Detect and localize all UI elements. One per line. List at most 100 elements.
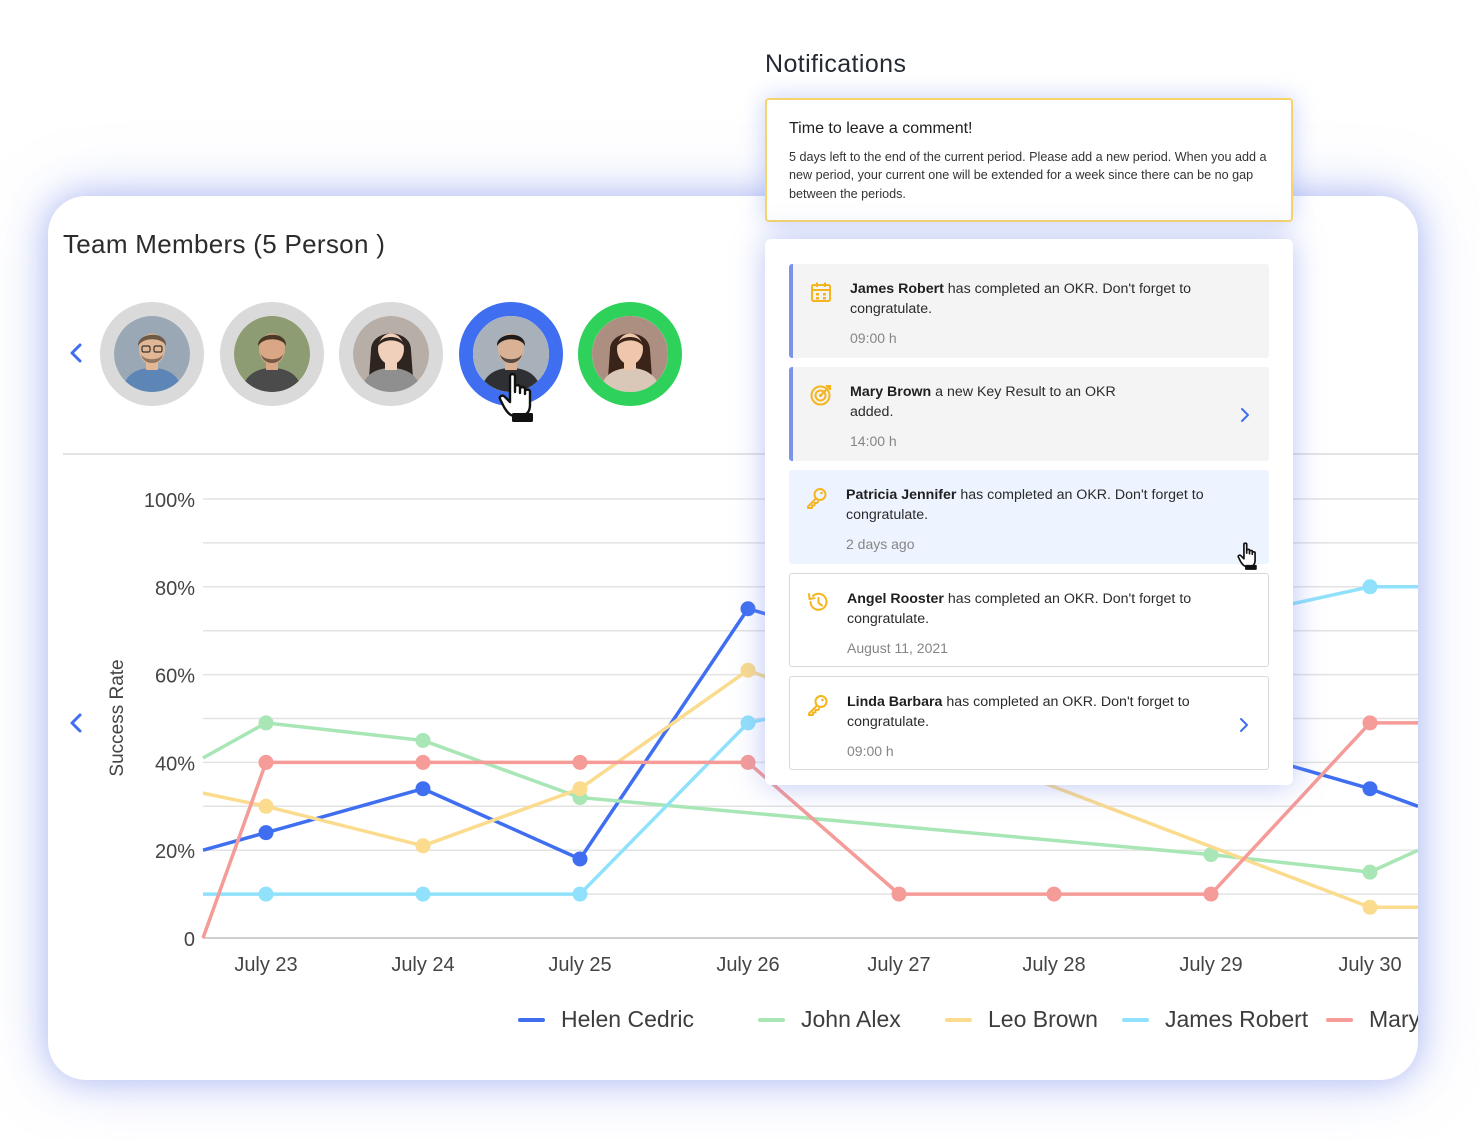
legend-item[interactable]: James Robert: [1122, 1006, 1308, 1033]
series-leo-brown: [202, 662, 1418, 915]
alert-body: 5 days left to the end of the current pe…: [789, 150, 1267, 201]
notifications-panel: James Robert has completed an OKR. Don't…: [765, 239, 1293, 785]
data-point: [258, 754, 274, 770]
data-point: [1046, 886, 1062, 902]
legend-item[interactable]: Helen Cedric: [518, 1006, 694, 1033]
notification-item[interactable]: Angel Rooster has completed an OKR. Don'…: [789, 573, 1269, 667]
y-tick-label: 40%: [155, 753, 195, 775]
data-point: [740, 715, 756, 731]
legend-swatch: [1122, 1017, 1149, 1022]
data-point: [415, 838, 431, 854]
data-point: [572, 851, 588, 867]
notification-text: Mary Brown a new Key Result to an OKR ad…: [850, 383, 1140, 422]
y-tick-label: 20%: [155, 841, 195, 863]
legend-swatch: [518, 1017, 545, 1022]
y-tick-label: 60%: [155, 666, 195, 688]
calendar-icon: [811, 282, 831, 302]
data-point: [415, 732, 431, 748]
notifications-heading: Notifications: [765, 50, 907, 78]
legend-item[interactable]: Mary: [1326, 1006, 1418, 1033]
x-tick-label: July 24: [391, 954, 454, 976]
chevron-right-icon[interactable]: [1238, 717, 1250, 733]
series-john-alex: [202, 715, 1418, 880]
series-helen-cedric: [202, 601, 1418, 867]
data-point: [258, 715, 274, 731]
notification-text: Linda Barbara has completed an OKR. Don'…: [847, 693, 1227, 732]
data-point: [1362, 715, 1378, 731]
data-point: [258, 825, 274, 841]
data-point: [572, 781, 588, 797]
notification-person: Linda Barbara: [847, 694, 943, 710]
notification-time: 2 days ago: [846, 536, 915, 552]
notification-item[interactable]: Patricia Jennifer has completed an OKR. …: [789, 470, 1269, 564]
notification-item[interactable]: Linda Barbara has completed an OKR. Don'…: [789, 676, 1269, 770]
notification-person: Angel Rooster: [847, 591, 944, 607]
legend-label: John Alex: [801, 1006, 901, 1032]
data-point: [891, 886, 907, 902]
data-point: [1203, 886, 1219, 902]
notification-text: Patricia Jennifer has completed an OKR. …: [846, 486, 1226, 525]
team-title: Team Members (5 Person ): [63, 229, 386, 259]
notification-person: Patricia Jennifer: [846, 487, 957, 503]
avatar-photo: [353, 316, 429, 392]
key-icon: [807, 488, 827, 509]
avatar-woman-scarf[interactable]: [339, 302, 443, 406]
notification-time: August 11, 2021: [847, 640, 948, 656]
data-point: [740, 662, 756, 678]
notification-text: James Robert has completed an OKR. Don't…: [850, 280, 1230, 319]
notification-item[interactable]: Mary Brown a new Key Result to an OKR ad…: [789, 367, 1269, 461]
data-point: [415, 754, 431, 770]
data-point: [415, 886, 431, 902]
notification-message: has completed an OKR. Don't forget to co…: [847, 591, 1192, 627]
data-point: [415, 781, 431, 797]
data-point: [572, 886, 588, 902]
legend-label: James Robert: [1165, 1006, 1309, 1032]
y-tick-label: 80%: [155, 578, 195, 600]
legend-item[interactable]: John Alex: [758, 1006, 901, 1033]
data-point: [1203, 847, 1219, 863]
series-mary: [201, 715, 1418, 939]
success-rate-chart: 0 20% 40% 60% 80% 100% Success Rate July 23 July…: [107, 490, 1418, 976]
alert-title: Time to leave a comment!: [789, 120, 973, 137]
data-point: [1362, 579, 1378, 595]
notification-person: James Robert: [850, 281, 944, 297]
history-icon: [808, 592, 828, 611]
notification-message: has completed an OKR. Don't forget to co…: [850, 281, 1192, 317]
legend-label: Leo Brown: [988, 1006, 1098, 1032]
data-point: [740, 754, 756, 770]
notification-item[interactable]: James Robert has completed an OKR. Don't…: [789, 264, 1269, 358]
key-icon: [808, 695, 828, 716]
notification-message: has completed an OKR. Don't forget to co…: [846, 487, 1204, 523]
chevron-right-icon[interactable]: [1239, 407, 1251, 423]
x-tick-label: July 25: [548, 954, 611, 976]
notification-time: 09:00 h: [850, 330, 897, 346]
comment-alert: Time to leave a comment! 5 days left to …: [765, 98, 1293, 222]
legend-swatch: [758, 1017, 785, 1022]
data-point: [1362, 864, 1378, 880]
legend-label: Helen Cedric: [561, 1006, 694, 1032]
x-tick-label: July 28: [1022, 954, 1085, 976]
notification-time: 14:00 h: [850, 433, 897, 449]
notification-time: 09:00 h: [847, 743, 894, 759]
notification-text: Angel Rooster has completed an OKR. Don'…: [847, 590, 1227, 629]
avatar-photo: [592, 316, 668, 392]
legend-swatch: [1326, 1017, 1353, 1022]
y-tick-label: 0: [184, 929, 195, 951]
notification-message: a new Key Result to an OKR added.: [850, 384, 1116, 420]
target-icon: [810, 385, 831, 406]
avatar-woman-smiling[interactable]: [578, 302, 682, 406]
avatar-photo: [234, 316, 310, 392]
legend-item[interactable]: Leo Brown: [945, 1006, 1098, 1033]
data-point: [740, 601, 756, 617]
chevron-left-icon[interactable]: [63, 708, 89, 738]
series-line: [201, 721, 1418, 939]
series-james-robert: [203, 579, 1418, 902]
notification-message: has completed an OKR. Don't forget to co…: [847, 694, 1190, 730]
y-axis-label: Success Rate: [107, 659, 128, 776]
chevron-left-icon[interactable]: [63, 338, 89, 368]
data-point: [1362, 781, 1378, 797]
x-tick-label: July 26: [716, 954, 779, 976]
data-point: [572, 754, 588, 770]
data-point: [258, 886, 274, 902]
divider: [63, 453, 1418, 455]
